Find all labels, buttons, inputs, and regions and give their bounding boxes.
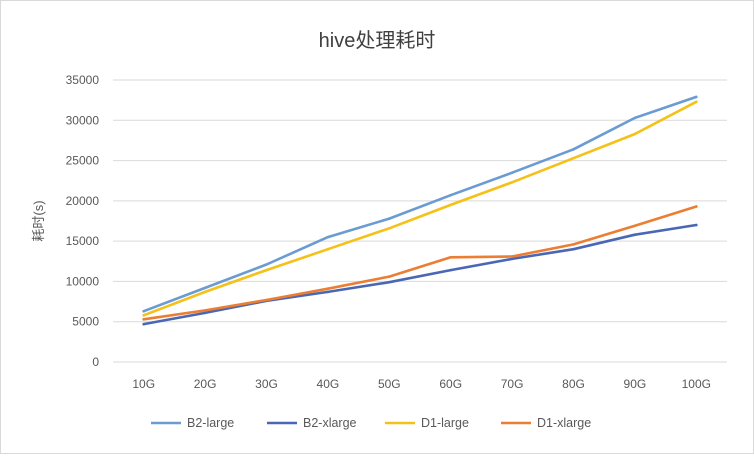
data-point <box>510 181 514 184</box>
legend-item: D1-xlarge <box>501 416 591 430</box>
x-tick-label: 90G <box>624 377 647 391</box>
data-point <box>572 156 575 160</box>
data-point <box>142 317 145 321</box>
y-tick-label: 0 <box>92 355 99 369</box>
x-tick-label: 20G <box>194 377 217 391</box>
legend-label: D1-xlarge <box>537 416 591 430</box>
x-axis-ticks: 10G 20G 30G 40G 50G 60G 70G 80G 90G 100G <box>132 377 711 391</box>
x-tick-label: 40G <box>317 377 340 391</box>
data-point <box>633 116 637 120</box>
data-point <box>633 132 637 136</box>
series-b2-xlarge <box>142 223 698 326</box>
series-d1-large <box>142 100 698 317</box>
data-point <box>449 193 453 197</box>
data-point <box>510 255 514 258</box>
series-line <box>142 223 698 326</box>
data-point <box>326 290 330 294</box>
x-tick-label: 100G <box>682 377 711 391</box>
data-point <box>142 322 145 326</box>
series-line <box>142 100 698 317</box>
chart-title: hive处理耗时 <box>319 29 436 52</box>
x-tick-label: 70G <box>501 377 524 391</box>
data-point <box>633 224 637 228</box>
data-point <box>695 95 698 99</box>
data-point <box>449 203 453 207</box>
data-point <box>695 100 698 104</box>
data-point <box>388 275 391 278</box>
data-point <box>388 280 391 284</box>
grid-lines <box>113 79 727 363</box>
data-point <box>572 147 575 151</box>
x-tick-label: 80G <box>562 377 585 391</box>
data-point <box>572 243 575 246</box>
data-point <box>326 287 330 290</box>
data-point <box>203 311 207 315</box>
data-point <box>265 268 268 272</box>
data-point <box>203 309 207 312</box>
data-point <box>510 171 514 174</box>
series-line <box>142 205 698 321</box>
series-lines <box>142 95 698 326</box>
x-tick-label: 10G <box>132 377 155 391</box>
legend: B2-large B2-xlarge D1-large D1-xlarge <box>151 416 591 430</box>
data-point <box>142 309 145 313</box>
data-point <box>203 286 207 290</box>
data-point <box>203 290 207 294</box>
y-axis-label: 耗时(s) <box>31 200 46 241</box>
y-tick-label: 15000 <box>66 234 100 248</box>
x-tick-label: 30G <box>255 377 278 391</box>
data-point <box>695 223 698 227</box>
series-d1-xlarge <box>142 205 698 321</box>
y-tick-label: 30000 <box>66 113 100 127</box>
y-tick-label: 10000 <box>66 274 100 288</box>
data-point <box>388 226 391 230</box>
data-point <box>142 313 145 317</box>
data-point <box>388 217 391 220</box>
data-point <box>449 268 453 272</box>
legend-item: D1-large <box>385 416 469 430</box>
data-point <box>572 247 575 251</box>
data-point <box>326 235 330 239</box>
data-point <box>326 247 330 251</box>
series-b2-large <box>142 95 698 313</box>
data-point <box>633 233 637 236</box>
y-tick-label: 5000 <box>72 315 99 329</box>
y-tick-label: 35000 <box>66 73 100 87</box>
data-point <box>449 255 453 259</box>
legend-item: B2-large <box>151 416 234 430</box>
legend-label: B2-large <box>187 416 234 430</box>
legend-label: B2-xlarge <box>303 416 357 430</box>
data-point <box>695 205 698 208</box>
y-tick-label: 25000 <box>66 154 100 168</box>
legend-label: D1-large <box>421 416 469 430</box>
data-point <box>265 263 268 266</box>
x-tick-label: 50G <box>378 377 401 391</box>
data-point <box>265 298 268 302</box>
legend-item: B2-xlarge <box>267 416 357 430</box>
y-tick-label: 20000 <box>66 194 100 208</box>
data-point <box>510 257 514 261</box>
series-line <box>142 95 698 313</box>
x-tick-label: 60G <box>439 377 462 391</box>
y-axis-ticks: 0 5000 10000 15000 20000 25000 30000 35000 <box>66 73 100 369</box>
